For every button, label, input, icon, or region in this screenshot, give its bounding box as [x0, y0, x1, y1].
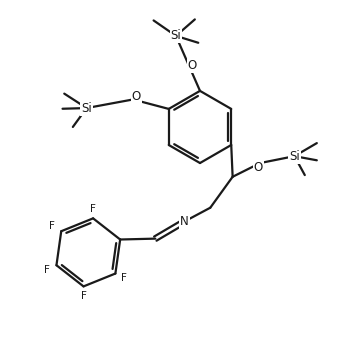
Text: O: O [132, 90, 141, 102]
Text: F: F [90, 204, 96, 214]
Text: N: N [180, 215, 189, 228]
Text: Si: Si [81, 101, 92, 115]
Text: F: F [121, 273, 127, 283]
Text: N: N [180, 215, 189, 228]
Text: F: F [44, 265, 50, 275]
Text: O: O [187, 59, 197, 72]
Text: Si: Si [170, 29, 181, 42]
Text: F: F [49, 221, 55, 231]
Text: F: F [81, 291, 87, 301]
Text: Si: Si [289, 150, 300, 163]
Text: O: O [254, 161, 263, 174]
